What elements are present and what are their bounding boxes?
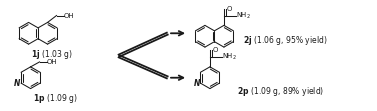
Text: $\mathbf{1j}$ (1.03 g): $\mathbf{1j}$ (1.03 g) <box>31 48 72 61</box>
Text: N: N <box>14 79 21 88</box>
Text: NH$_2$: NH$_2$ <box>236 10 251 21</box>
Text: NH$_2$: NH$_2$ <box>222 52 238 62</box>
Text: OH: OH <box>47 59 58 65</box>
Text: O: O <box>213 47 218 53</box>
Text: $\mathbf{2j}$ (1.06 g, 95% yield): $\mathbf{2j}$ (1.06 g, 95% yield) <box>243 34 327 47</box>
Text: N: N <box>193 79 200 88</box>
Text: $\mathbf{2p}$ (1.09 g, 89% yield): $\mathbf{2p}$ (1.09 g, 89% yield) <box>237 85 324 98</box>
Text: OH: OH <box>64 13 75 19</box>
Text: $\mathbf{1p}$ (1.09 g): $\mathbf{1p}$ (1.09 g) <box>32 92 77 105</box>
Text: O: O <box>227 6 232 12</box>
